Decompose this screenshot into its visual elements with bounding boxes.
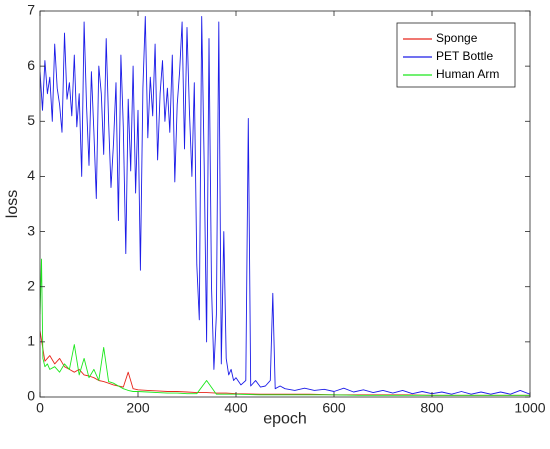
x-tick-label: 1000 <box>514 399 545 415</box>
y-tick-label: 2 <box>27 277 35 293</box>
y-tick-label: 4 <box>27 167 35 183</box>
legend-label: Sponge <box>436 31 478 45</box>
legend-entries: Sponge PET Bottle Human Arm <box>403 31 499 81</box>
x-tick-label: 400 <box>224 399 248 415</box>
y-tick-label: 6 <box>27 57 35 73</box>
legend: Sponge PET Bottle Human Arm <box>396 22 516 88</box>
x-tick-label: 600 <box>322 399 346 415</box>
y-tick-label: 0 <box>27 388 35 404</box>
x-tick-label: 0 <box>36 399 44 415</box>
y-tick-label: 5 <box>27 112 35 128</box>
tick-layer: 0 200 400 600 800 1000 0 1 2 3 4 5 6 7 <box>27 2 546 416</box>
legend-label: PET Bottle <box>436 49 493 63</box>
series-line-human-arm <box>40 258 530 396</box>
x-tick-label: 200 <box>126 399 150 415</box>
legend-label: Human Arm <box>436 67 499 81</box>
y-tick-label: 7 <box>27 2 35 18</box>
plot-frame <box>39 10 531 398</box>
series-layer <box>40 16 530 396</box>
series-line-sponge <box>40 330 530 396</box>
x-tick-label: 800 <box>420 399 444 415</box>
y-axis-label: loss <box>4 190 21 218</box>
y-tick-label: 1 <box>27 333 35 349</box>
legend-box <box>396 22 516 88</box>
series-line-pet-bottle <box>40 16 530 395</box>
x-axis-label: epoch <box>263 410 307 427</box>
y-tick-label: 3 <box>27 222 35 238</box>
